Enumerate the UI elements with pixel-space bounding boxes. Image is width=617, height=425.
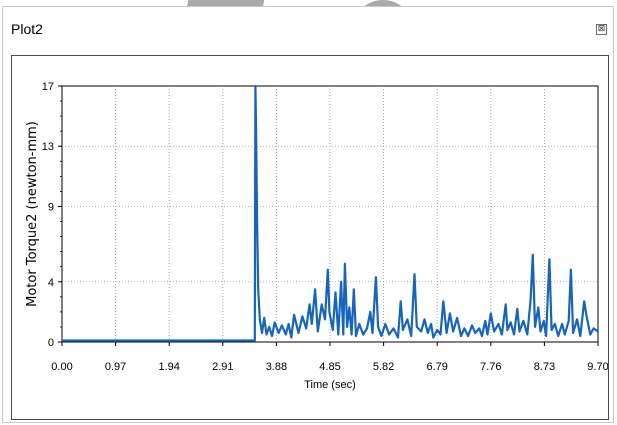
- x-tick-label: 2.91: [212, 361, 233, 373]
- y-tick-label: 9: [48, 201, 54, 213]
- x-tick-label: 0.97: [105, 361, 126, 373]
- x-tick-label: 5.82: [373, 361, 394, 373]
- y-axis-label: Motor Torque2 (newton-mm): [25, 121, 40, 307]
- series-line: [62, 84, 599, 342]
- x-axis-label: Time (sec): [304, 379, 356, 391]
- x-tick-label: 3.88: [266, 361, 287, 373]
- x-tick-label: 1.94: [158, 361, 179, 373]
- close-icon[interactable]: ⊠: [596, 24, 607, 35]
- x-tick-label: 4.85: [319, 361, 340, 373]
- y-tick-label: 4: [48, 277, 54, 289]
- title-bar[interactable]: Plot2 ⊠: [3, 7, 613, 49]
- y-tick-label: 17: [42, 81, 54, 93]
- plot-window: Plot2 ⊠ 0.00 0.97 1.94 2.91 3.88 4.85 5.82 6.79…: [2, 6, 614, 423]
- window-title: Plot2: [11, 21, 43, 37]
- x-tick-label: 9.70: [587, 361, 608, 373]
- y-tick-label: 0: [48, 337, 54, 349]
- plot-area: 0.00 0.97 1.94 2.91 3.88 4.85 5.82 6.79 7.76 8.73…: [11, 55, 609, 420]
- x-tick-label: 0.00: [51, 361, 72, 373]
- y-tick-label: 13: [42, 141, 54, 153]
- x-tick-label: 7.76: [480, 361, 501, 373]
- line-chart: 0.00 0.97 1.94 2.91 3.88 4.85 5.82 6.79 7.76 8.73…: [25, 81, 608, 391]
- x-tick-label: 8.73: [534, 361, 555, 373]
- x-tick-label: 6.79: [426, 361, 447, 373]
